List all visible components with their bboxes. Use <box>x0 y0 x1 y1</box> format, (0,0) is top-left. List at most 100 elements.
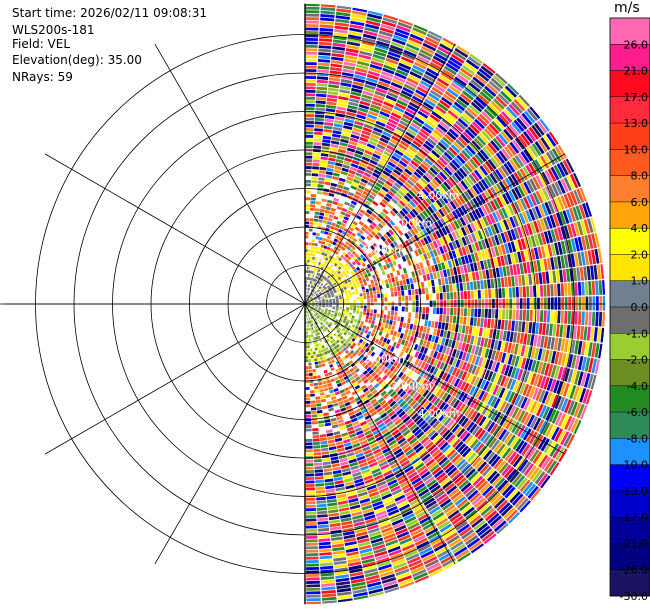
range-gate <box>346 426 354 432</box>
range-gate <box>360 267 365 272</box>
range-gate <box>543 377 550 390</box>
range-gate <box>514 155 525 168</box>
range-gate <box>447 260 453 268</box>
range-gate <box>441 337 446 346</box>
range-gate <box>342 284 346 288</box>
range-gate <box>329 364 334 368</box>
range-gate <box>569 207 576 222</box>
range-gate <box>521 112 533 126</box>
range-gate <box>418 468 429 477</box>
range-gate <box>399 210 406 217</box>
range-gate <box>328 296 332 299</box>
range-gate <box>457 117 469 128</box>
range-gate <box>404 215 411 223</box>
range-gate <box>414 206 422 214</box>
range-gate <box>509 470 520 483</box>
range-gate <box>400 157 410 165</box>
range-gate <box>442 429 451 439</box>
range-gate <box>496 374 504 386</box>
range-gate <box>321 447 329 452</box>
range-gate <box>495 386 503 397</box>
range-gate <box>400 426 409 434</box>
range-gate <box>477 525 491 537</box>
range-gate <box>312 434 320 439</box>
range-gate <box>322 380 327 385</box>
range-gate <box>348 292 352 296</box>
range-gate <box>475 388 482 399</box>
range-gate <box>380 74 393 81</box>
range-gate <box>404 168 413 176</box>
range-gate <box>400 140 410 148</box>
range-gate <box>312 162 320 167</box>
range-gate <box>376 480 387 487</box>
range-gate <box>317 296 321 299</box>
range-gate <box>554 197 562 212</box>
range-gate <box>372 153 381 160</box>
range-gate <box>366 312 370 316</box>
range-gate <box>452 399 461 409</box>
range-gate <box>337 276 342 280</box>
range-gate <box>493 223 500 234</box>
range-gate <box>416 55 430 64</box>
ray <box>305 304 597 390</box>
range-gate <box>509 141 520 154</box>
range-gate <box>344 313 349 317</box>
range-gate <box>444 373 451 382</box>
range-gate <box>356 387 363 393</box>
range-gate <box>482 270 487 280</box>
range-gate <box>360 178 369 184</box>
range-gate <box>311 301 315 303</box>
range-gate <box>396 497 407 505</box>
range-gate <box>318 545 332 549</box>
range-gate <box>309 309 312 312</box>
range-gate <box>427 280 432 287</box>
range-gate <box>347 331 352 336</box>
range-gate <box>339 389 345 394</box>
range-gate <box>510 367 517 379</box>
range-gate <box>350 286 354 290</box>
range-gate <box>330 143 339 149</box>
range-gate <box>343 243 348 249</box>
range-gate <box>346 210 353 215</box>
range-gate <box>316 90 327 94</box>
range-gate <box>413 442 422 451</box>
range-gate <box>305 442 313 446</box>
range-gate <box>396 202 404 210</box>
range-gate <box>305 65 317 69</box>
range-gate <box>456 379 464 389</box>
range-gate <box>435 256 441 264</box>
range-gate <box>475 327 480 336</box>
range-gate <box>454 341 460 350</box>
range-gate <box>318 261 321 266</box>
range-gate <box>366 227 373 233</box>
range-gate <box>306 577 320 581</box>
colorbar-segment <box>610 280 650 307</box>
range-gate <box>588 281 592 296</box>
range-gate <box>308 291 311 295</box>
range-gate <box>373 150 383 157</box>
range-gate <box>385 283 390 289</box>
range-gate <box>560 367 567 381</box>
range-gate <box>561 352 567 367</box>
range-gate <box>324 282 328 286</box>
range-gate <box>545 323 550 336</box>
range-gate <box>305 242 308 246</box>
range-gate <box>368 284 372 289</box>
range-gate <box>518 459 529 472</box>
range-gate <box>540 335 545 348</box>
range-gate <box>554 146 565 161</box>
range-gate <box>326 285 330 288</box>
range-gate <box>381 254 386 260</box>
range-gate <box>462 447 472 458</box>
range-gate <box>333 316 337 319</box>
range-gate <box>499 330 504 341</box>
range-gate <box>377 223 384 229</box>
range-gate <box>318 305 322 307</box>
range-gate <box>471 494 484 506</box>
range-gate <box>521 443 531 456</box>
range-gate <box>354 71 367 77</box>
range-gate <box>332 342 336 347</box>
range-gate <box>312 267 315 271</box>
range-gate <box>446 164 456 174</box>
range-gate <box>499 298 502 309</box>
